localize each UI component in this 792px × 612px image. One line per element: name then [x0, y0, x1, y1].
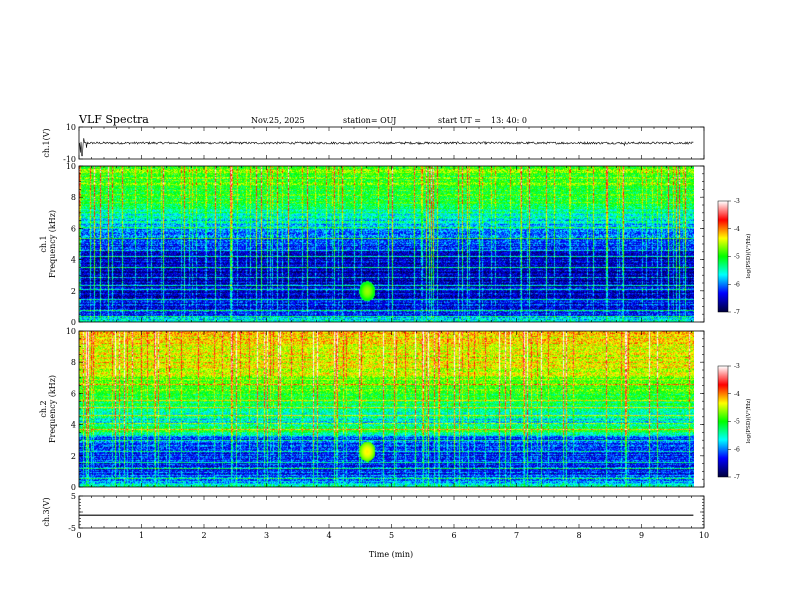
x-tick-label: 3 [264, 531, 269, 540]
ch2-colorbar-label: log(PSD)(V²/Hz) [745, 399, 752, 444]
ch2-colorbar: -3 -4 -5 -6 -7 log(PSD)(V²/Hz) [717, 363, 752, 481]
ch1-wave-ylabel: ch.1(V) [42, 128, 51, 157]
colorbar-tick-label: -7 [734, 474, 740, 481]
y-tick-label: 2 [71, 452, 76, 461]
colorbar-tick-label: -3 [734, 198, 740, 205]
ch1-channel-label: ch.1 [39, 235, 48, 252]
ch1-colorbar-ticks: -3 -4 -5 -6 -7 [728, 198, 740, 316]
ch2-spec-panel: 0 2 4 6 8 10 ch.2 Frequency (kHz) [39, 327, 705, 492]
y-tick-label: 8 [71, 193, 76, 202]
ch1-spec-axis: 0 2 4 6 8 10 [66, 162, 705, 327]
colorbar-tick-label: -7 [734, 309, 740, 316]
y-tick-label: 0 [71, 318, 76, 327]
y-tick-label: 10 [66, 327, 76, 336]
start-ut-label: start UT = [438, 116, 481, 125]
ch1-colorbar-gradient [718, 201, 728, 312]
colorbar-tick-label: -6 [734, 281, 740, 288]
ch2-colorbar-ticks: -3 -4 -5 -6 -7 [728, 363, 740, 481]
x-tick-label: 4 [326, 531, 331, 540]
colorbar-tick-label: -6 [734, 446, 740, 453]
colorbar-tick-label: -5 [734, 419, 740, 426]
y-tick-label: 10 [66, 162, 76, 171]
x-tick-label: 9 [639, 531, 644, 540]
y-tick-label: 0 [71, 483, 76, 492]
colorbar-tick-label: -4 [734, 391, 740, 398]
start-ut-value: 13: 40: 0 [491, 116, 527, 125]
time-axis: 0 1 2 3 4 5 6 7 8 9 10 [76, 531, 709, 540]
y-tick-label: 8 [71, 358, 76, 367]
colorbar-tick-label: -3 [734, 363, 740, 370]
ch2-spec-axis: 0 2 4 6 8 10 [66, 327, 705, 492]
ch2-channel-label: ch.2 [39, 400, 48, 417]
x-tick-label: 0 [76, 531, 81, 540]
ch1-freq-ylabel: Frequency (kHz) [48, 210, 57, 278]
x-tick-label: 10 [699, 531, 709, 540]
y-tick-label: 4 [71, 256, 76, 265]
y-tick-label: 6 [71, 389, 76, 398]
time-axis-label: Time (min) [369, 550, 413, 559]
figure-title: VLF Spectra [78, 113, 149, 126]
ch2-colorbar-gradient [718, 366, 728, 477]
y-tick-label: 2 [71, 287, 76, 296]
x-tick-label: 8 [576, 531, 581, 540]
ch3-wave-ylabel: ch.3(V) [42, 497, 51, 526]
ch3-wave-frame [78, 495, 705, 529]
ch3-wave-axis: 5 -5 [68, 492, 705, 533]
y-tick-label: 5 [71, 492, 76, 501]
date-label: Nov.25, 2025 [251, 116, 305, 125]
y-tick-label: 4 [71, 421, 76, 430]
ch1-spec-panel: 0 2 4 6 8 10 ch.1 Frequency (kHz) [39, 162, 705, 327]
ch1-wave-panel: 10 -10 ch.1(V) [42, 123, 705, 164]
station-label: station= OUJ [343, 116, 396, 125]
ch3-wave-panel: 5 -5 ch.3(V) [42, 492, 705, 533]
x-tick-label: 1 [139, 531, 144, 540]
ch2-freq-ylabel: Frequency (kHz) [48, 375, 57, 443]
ch1-colorbar-label: log(PSD)(V²/Hz) [745, 234, 752, 279]
x-tick-label: 5 [389, 531, 394, 540]
colorbar-tick-label: -5 [734, 254, 740, 261]
ch1-wave-line [78, 138, 694, 157]
ch1-colorbar: -3 -4 -5 -6 -7 log(PSD)(V²/Hz) [717, 198, 752, 316]
x-tick-label: 6 [451, 531, 456, 540]
y-tick-label: -5 [68, 524, 76, 533]
colorbar-tick-label: -4 [734, 226, 740, 233]
y-tick-label: -10 [63, 155, 76, 164]
y-tick-label: 6 [71, 224, 76, 233]
ch1-spectrogram [79, 166, 694, 322]
ch2-spectrogram [79, 331, 694, 487]
ch1-wave-axis: 10 -10 [63, 123, 705, 164]
x-tick-label: 2 [201, 531, 206, 540]
y-tick-label: 10 [66, 123, 76, 132]
x-tick-label: 7 [514, 531, 519, 540]
